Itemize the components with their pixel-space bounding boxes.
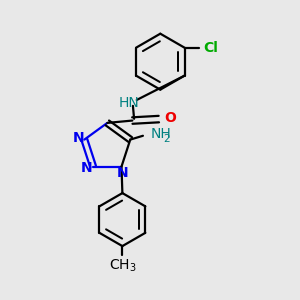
Text: N: N xyxy=(73,131,84,145)
Text: 2: 2 xyxy=(163,134,169,144)
Text: HN: HN xyxy=(119,96,140,110)
Text: NH: NH xyxy=(150,127,171,141)
Text: N: N xyxy=(81,161,92,175)
Text: O: O xyxy=(164,112,176,125)
Text: Cl: Cl xyxy=(203,41,218,55)
Text: CH$_3$: CH$_3$ xyxy=(109,258,136,274)
Text: N: N xyxy=(116,166,128,180)
